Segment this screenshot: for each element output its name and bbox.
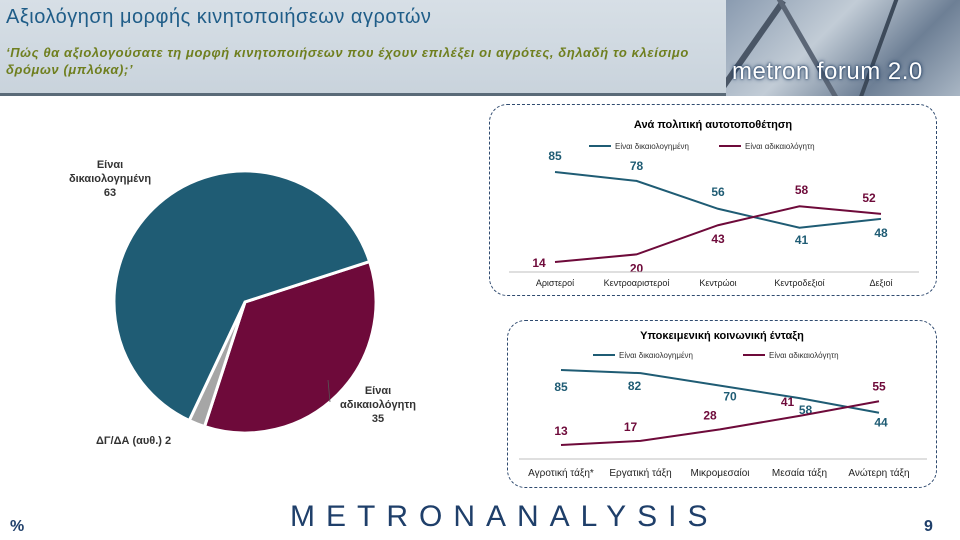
legend-label: Είναι αδικαιολόγητη [769,351,839,360]
pie-leader-line [327,379,331,403]
pie-label-value: 35 [371,413,385,425]
data-label: 41 [795,233,809,247]
page-number: 9 [924,518,933,535]
data-label: 28 [703,408,717,422]
data-label: 13 [554,424,568,438]
x-tick-label: Κεντροδεξιοί [774,278,824,288]
x-tick-label: Κεντροαριστεροί [604,278,670,288]
pie-label-line: Είναι [96,159,124,171]
x-tick-label: Εργατική τάξη [609,467,671,479]
legend-label: Είναι αδικαιολόγητη [745,142,815,151]
pie-label-line: δικαιολογημένη [68,173,152,185]
forum-logo: metron forum 2.0 [726,0,960,96]
chart-title: Ανά πολιτική αυτοτοποθέτηση [633,119,793,131]
pie-label-line: αδικαιολόγητη [340,399,416,411]
x-tick-label: Μικρομεσαίοι [691,467,750,479]
series-line [554,171,882,229]
pie-label-justified: Είναι δικαιολογημένη 63 [50,158,170,200]
x-tick-label: Δεξιοί [869,278,892,288]
data-label: 48 [874,226,888,240]
data-label: 41 [781,395,795,409]
chart-title: Υποκειμενική κοινωνική ένταξη [640,330,804,342]
data-label: 78 [630,159,644,173]
pie-label-dk: ΔΓ/ΔΑ (αυθ.) 2 [96,434,216,448]
pie-slice-unjustified [202,259,378,435]
x-tick-label: Αγροτική τάξη* [528,467,594,479]
political-line-chart: Είναι δικαιολογημένη Είναι αδικαιολόγητη 8… [509,142,919,288]
unit-label: % [10,518,25,535]
series-line [560,369,880,414]
data-label: 82 [628,379,642,393]
data-label: 17 [624,420,638,434]
page-subtitle: ‘Πώς θα αξιολογούσατε τη μορφή κινητοποι… [6,45,689,77]
data-label: 52 [862,191,876,205]
series-line [554,205,882,263]
data-label: 85 [554,380,568,394]
data-label: 70 [723,390,737,404]
x-tick-label: Μεσαία τάξη [772,467,827,479]
pie-label-unjustified: Είναι αδικαιολόγητη 35 [318,384,438,426]
data-label: 14 [532,256,546,270]
political-chart-panel: Ανά πολιτική αυτοτοποθέτηση [489,104,937,296]
forum-logo-text: metron forum 2.0 [732,58,923,85]
page-title: Αξιολόγηση μορφής κινητοποιήσεων αγροτών [6,6,432,28]
data-label: 56 [711,185,725,199]
pie-label-line: ΔΓ/ΔΑ (αυθ.) 2 [96,435,172,447]
x-tick-label: Κεντρώοι [699,278,736,288]
pie-chart [112,169,378,435]
data-label: 58 [795,183,809,197]
series-line [560,400,880,446]
pie-label-value: 63 [103,187,117,199]
data-label: 55 [872,379,886,393]
legend-label: Είναι δικαιολογημένη [619,351,693,360]
data-label: 20 [630,261,644,275]
x-tick-label: Αριστεροί [536,278,574,288]
data-label: 43 [711,232,725,246]
data-label: 44 [874,416,888,430]
legend-label: Είναι δικαιολογημένη [615,142,689,151]
data-label: 85 [548,149,562,163]
x-tick-label: Ανώτερη τάξη [848,467,909,479]
metron-analysis-logo: METRONANALYSIS [290,500,719,533]
pie-slice-justified [112,169,372,423]
pie-label-line: Είναι [364,385,392,397]
social-line-chart: Είναι δικαιολογημένη Είναι αδικαιολόγητη 8… [519,351,927,479]
